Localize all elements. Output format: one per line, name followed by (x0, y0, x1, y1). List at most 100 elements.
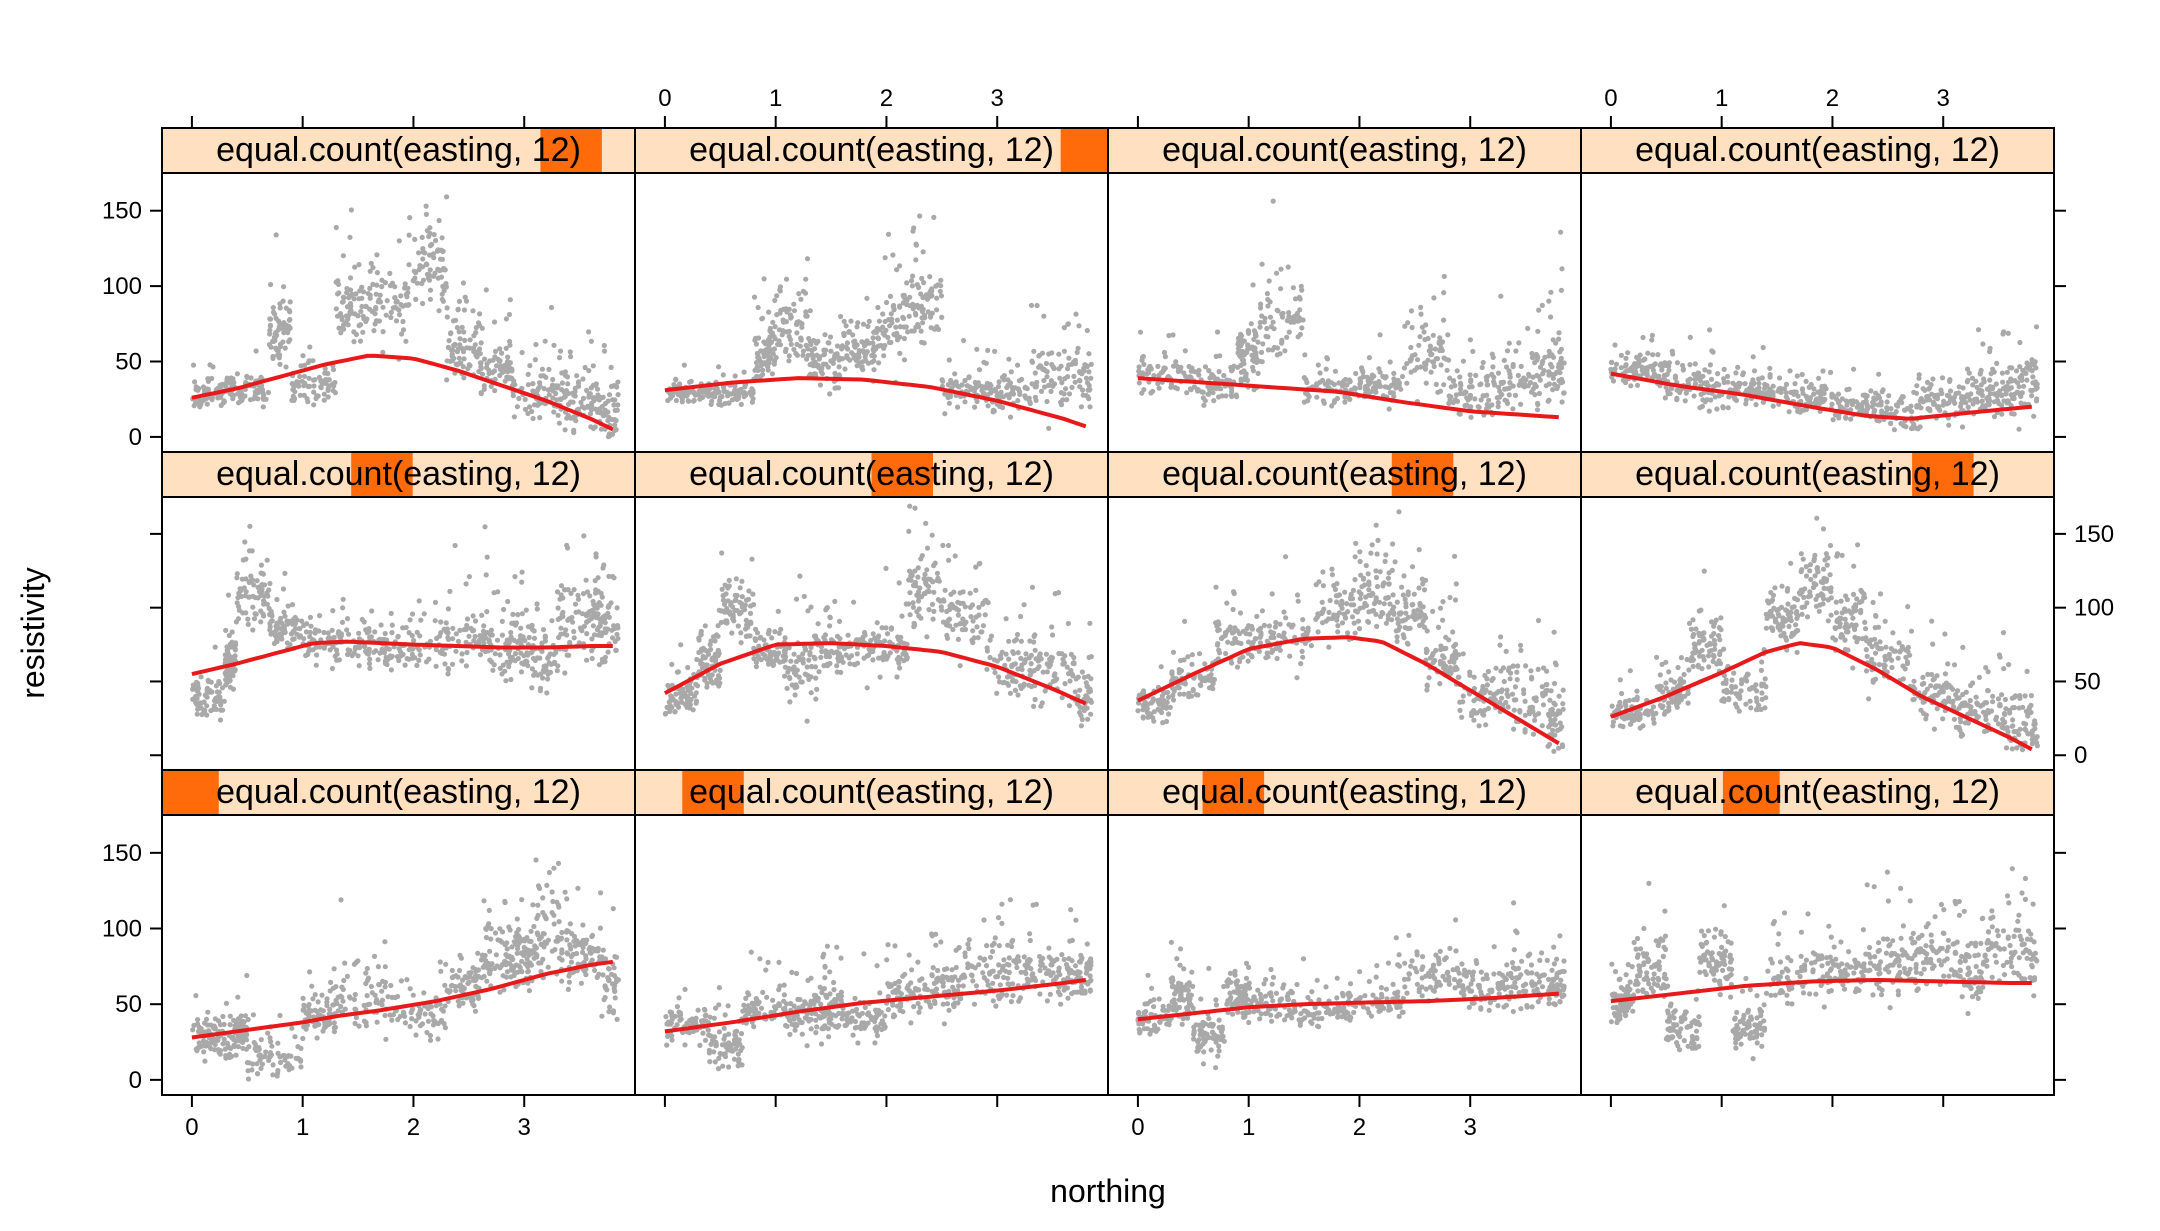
scatter-point (973, 983, 980, 989)
scatter-point (1170, 649, 1177, 655)
scatter-point (289, 1025, 295, 1031)
scatter-point (994, 690, 1000, 696)
scatter-point (852, 995, 858, 1002)
scatter-point (1274, 1013, 1280, 1019)
scatter-point (1024, 958, 1031, 964)
scatter-point (738, 630, 744, 636)
scatter-point (955, 612, 962, 618)
scatter-point (807, 649, 813, 656)
scatter-point (1779, 969, 1785, 975)
scatter-point (201, 1049, 207, 1055)
scatter-point (1216, 1034, 1222, 1040)
scatter-point (952, 974, 958, 980)
scatter-point (1032, 647, 1038, 653)
scatter-point (223, 682, 229, 688)
scatter-point (1503, 1002, 1509, 1008)
scatter-point (1759, 1032, 1765, 1038)
scatter-point (892, 943, 898, 949)
scatter-point (843, 1022, 849, 1028)
scatter-point (477, 652, 483, 658)
scatter-point (704, 684, 710, 690)
scatter-point (1073, 917, 1079, 923)
scatter-point (1013, 679, 1019, 685)
scatter-point (455, 974, 461, 980)
scatter-point (527, 960, 533, 966)
scatter-point (1669, 1014, 1675, 1020)
scatter-point (957, 663, 963, 669)
scatter-point (1798, 968, 1804, 974)
scatter-point (398, 978, 404, 984)
scatter-point (1973, 991, 1979, 997)
scatter-point (914, 987, 920, 993)
scatter-point (1079, 669, 1085, 675)
scatter-point (551, 651, 557, 658)
scatter-point (805, 608, 811, 614)
scatter-point (1954, 939, 1960, 945)
scatter-point (307, 614, 313, 621)
scatter-point (1733, 1032, 1739, 1038)
scatter-point (1867, 967, 1873, 973)
scatter-point (822, 963, 828, 969)
scatter-point (1631, 939, 1637, 946)
scatter-point (194, 695, 200, 702)
scatter-point (674, 1022, 680, 1028)
scatter-point (614, 1016, 620, 1023)
scatter-point (328, 979, 334, 986)
scatter-point (801, 593, 807, 600)
scatter-point (813, 1030, 819, 1036)
scatter-point (572, 943, 578, 949)
scatter-point (559, 929, 565, 936)
scatter-point (565, 986, 572, 993)
scatter-point (491, 590, 497, 596)
scatter-point (440, 1008, 446, 1014)
scatter-point (605, 610, 611, 616)
scatter-point (1153, 1028, 1159, 1034)
scatter-point (455, 998, 461, 1004)
scatter-point (979, 629, 985, 635)
scatter-point (260, 611, 266, 617)
scatter-point (518, 669, 525, 675)
scatter-point (991, 940, 997, 947)
scatter-point (566, 973, 572, 979)
scatter-point (807, 1002, 813, 1008)
scatter-point (1184, 1015, 1191, 1021)
scatter-point (1916, 934, 1922, 941)
scatter-point (352, 1020, 358, 1026)
scatter-point (1747, 987, 1753, 993)
scatter-point (739, 578, 745, 584)
scatter-point (802, 999, 808, 1005)
scatter-point (1519, 958, 1525, 964)
scatter-point (193, 993, 199, 999)
scatter-point (614, 631, 620, 637)
scatter-point (1209, 678, 1215, 685)
scatter-point (2017, 933, 2023, 939)
scatter-point (352, 1006, 358, 1012)
scatter-point (1821, 1004, 1827, 1010)
scatter-point (773, 1006, 779, 1012)
scatter-point (504, 969, 510, 975)
scatter-point (763, 967, 769, 973)
scatter-point (693, 700, 699, 706)
scatter-point (984, 666, 990, 672)
scatter-point (1705, 928, 1711, 934)
scatter-point (1087, 688, 1094, 694)
scatter-point (1980, 915, 1986, 921)
scatter-point (254, 1061, 260, 1067)
scatter-point (907, 612, 913, 618)
scatter-point (1518, 972, 1524, 978)
scatter-point (532, 951, 539, 957)
scatter-point (1976, 968, 1983, 975)
scatter-point (449, 967, 455, 974)
scatter-point (1841, 986, 1848, 992)
scatter-point (1723, 974, 1729, 981)
scatter-point (1180, 1016, 1186, 1022)
scatter-point (1443, 955, 1449, 961)
scatter-point (872, 1040, 878, 1046)
scatter-point (1694, 1036, 1700, 1042)
scatter-point (257, 1052, 263, 1058)
scatter-point (768, 659, 774, 665)
scatter-point (930, 579, 936, 585)
scatter-point (540, 627, 547, 633)
scatter-point (1085, 981, 1091, 987)
scatter-point (1539, 984, 1546, 990)
